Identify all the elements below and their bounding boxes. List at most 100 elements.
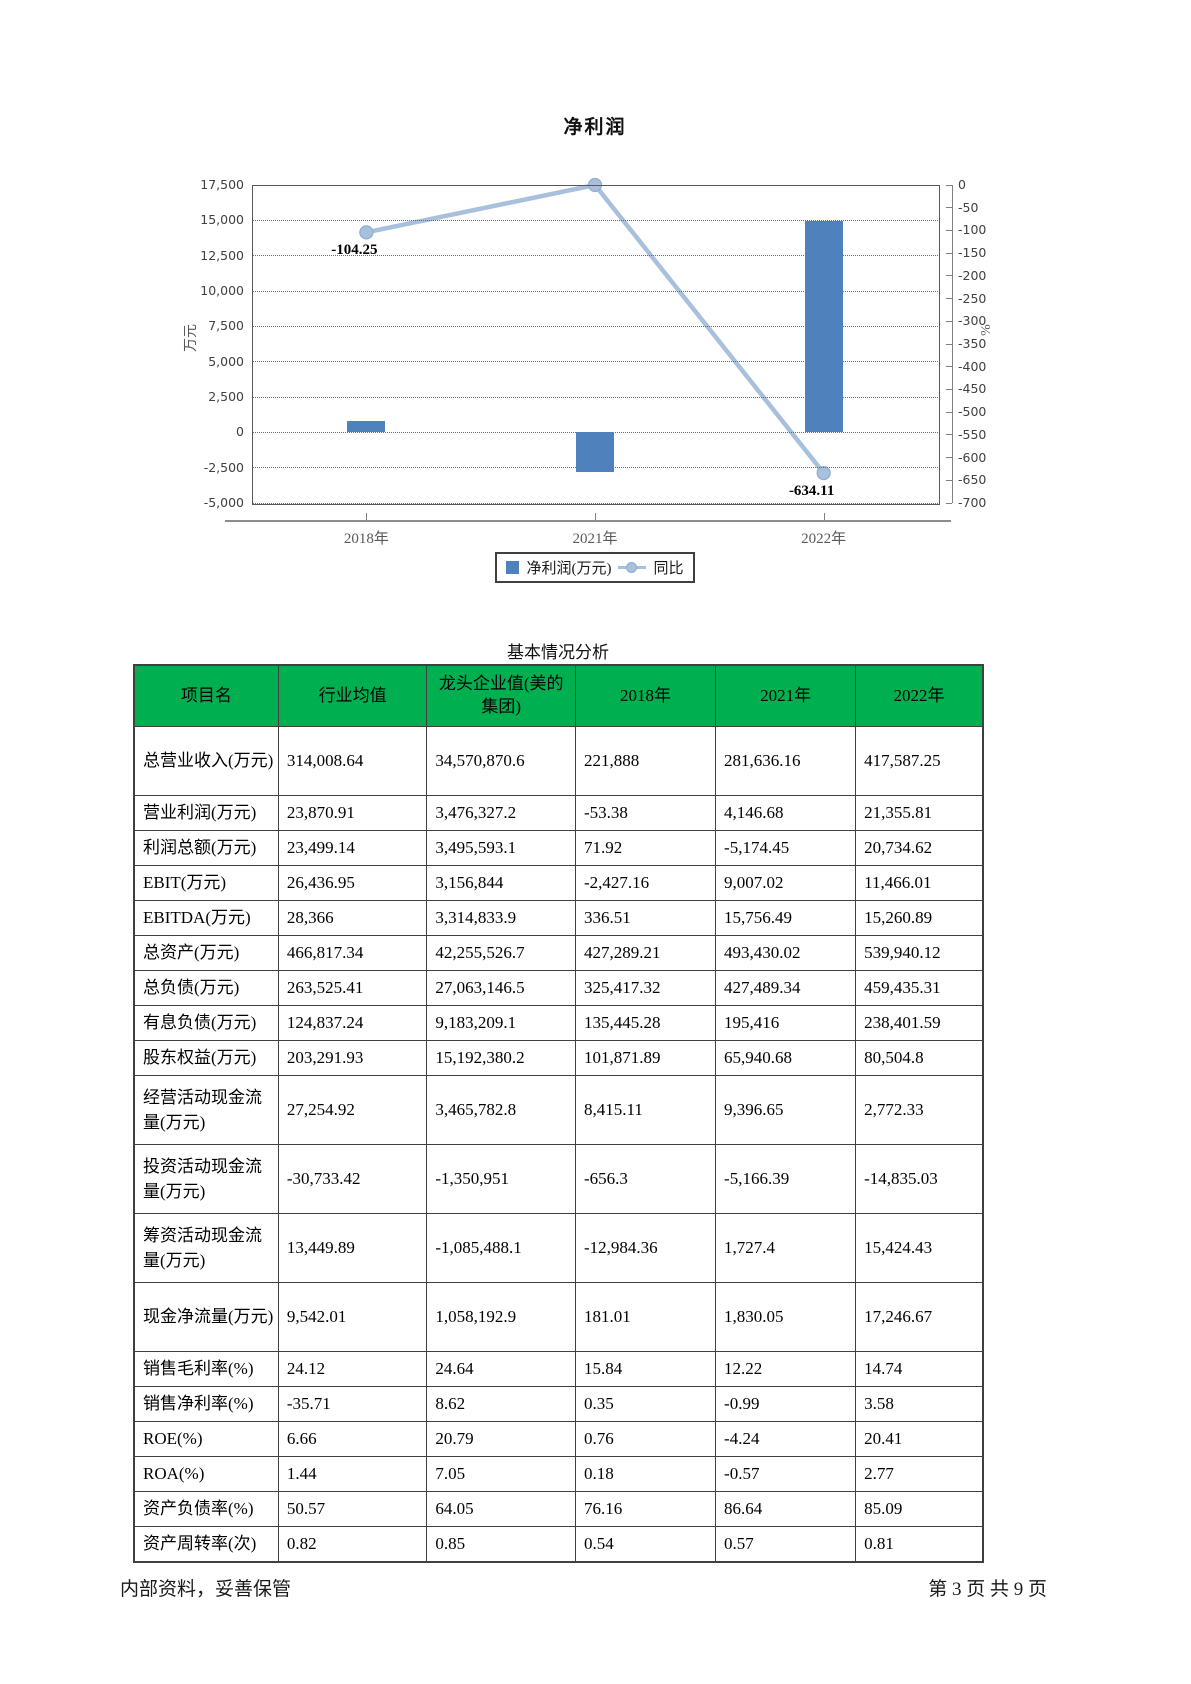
right-axis-tick-label: -450	[958, 381, 987, 397]
cell-value: 6.66	[277, 1421, 428, 1457]
line-legend-swatch-icon	[618, 561, 647, 574]
row-label: EBITDA(万元)	[133, 900, 279, 936]
table-row: 资产负债率(%) 50.57 64.05 76.16 86.64 85.09	[133, 1491, 984, 1527]
left-axis-tick-label: 12,500	[200, 247, 244, 263]
cell-value: 20,734.62	[855, 830, 984, 866]
x-axis-label: 2022年	[801, 531, 847, 547]
cell-value: 15,424.43	[855, 1213, 984, 1283]
cell-value: 3.58	[855, 1386, 984, 1422]
left-axis-tick-label: 0	[236, 424, 244, 440]
chart-title: 净利润	[563, 117, 627, 138]
cell-value: 26,436.95	[277, 865, 428, 901]
table-row: ROE(%) 6.66 20.79 0.76 -4.24 20.41	[133, 1421, 984, 1457]
right-axis-tick-label: -700	[958, 495, 987, 510]
left-axis-tick-label: 10,000	[200, 283, 244, 298]
x-axis-label: 2021年	[572, 531, 618, 547]
row-label: 营业利润(万元)	[133, 795, 279, 831]
left-axis-tick-label: 5,000	[208, 353, 244, 369]
right-axis-tick-label: -650	[958, 472, 987, 488]
cell-value: 9,183,209.1	[426, 1005, 576, 1041]
right-axis-tick-label: -500	[958, 404, 987, 420]
cell-value: 11,466.01	[855, 865, 984, 901]
cell-value: 0.76	[574, 1421, 717, 1457]
cell-value: 0.82	[277, 1526, 428, 1563]
cell-value: 86.64	[715, 1491, 857, 1527]
cell-value: 24.64	[426, 1351, 576, 1387]
h-gridline	[252, 396, 938, 398]
cell-value: 28,366	[277, 900, 428, 936]
cell-value: 203,291.93	[277, 1040, 428, 1076]
cell-value: 101,871.89	[574, 1040, 717, 1076]
table-row: 经营活动现金流量(万元) 27,254.92 3,465,782.8 8,415.11…	[133, 1075, 984, 1145]
cell-value: 80,504.8	[855, 1040, 984, 1076]
cell-value: 27,254.92	[277, 1075, 428, 1145]
cell-value: 0.35	[574, 1386, 717, 1422]
left-axis-tick-label: 7,500	[208, 318, 244, 334]
cell-value: 0.85	[426, 1526, 576, 1563]
cell-value: 20.41	[855, 1421, 984, 1457]
table-row: ROA(%) 1.44 7.05 0.18 -0.57 2.77	[133, 1456, 984, 1492]
row-label: 资产负债率(%)	[133, 1491, 279, 1527]
row-label: 经营活动现金流量(万元)	[133, 1075, 279, 1145]
cell-value: 15.84	[574, 1351, 717, 1387]
right-axis-tick	[946, 479, 952, 481]
cell-value: 15,192,380.2	[426, 1040, 576, 1076]
left-axis-tick-label: 17,500	[200, 177, 244, 192]
x-axis-tick	[366, 513, 368, 520]
right-axis-tick	[946, 252, 952, 254]
cell-value: 314,008.64	[277, 726, 428, 796]
cell-value: -5,166.39	[715, 1144, 857, 1214]
cell-value: -12,984.36	[574, 1213, 717, 1283]
table-row: EBITDA(万元) 28,366 3,314,833.9 336.51 15,756.…	[133, 900, 984, 936]
cell-value: 181.01	[574, 1282, 717, 1352]
right-axis-tick-label: -100	[958, 222, 987, 238]
cell-value: 539,940.12	[855, 935, 984, 971]
cell-value: -2,427.16	[574, 865, 717, 901]
bar-legend-swatch-icon	[506, 561, 520, 574]
cell-value: 14.74	[855, 1351, 984, 1387]
cell-value: 263,525.41	[277, 970, 428, 1006]
row-label: 销售毛利率(%)	[133, 1351, 279, 1387]
cell-value: 64.05	[426, 1491, 576, 1527]
line-point-label: -634.11	[788, 483, 835, 500]
cell-value: 3,495,593.1	[426, 830, 576, 866]
cell-value: 1.44	[277, 1456, 428, 1492]
row-label: 销售净利率(%)	[133, 1386, 279, 1422]
cell-value: 85.09	[855, 1491, 984, 1527]
cell-value: 2.77	[855, 1456, 984, 1492]
cell-value: 12.22	[715, 1351, 857, 1387]
row-label: 有息负债(万元)	[133, 1005, 279, 1041]
cell-value: 71.92	[574, 830, 717, 866]
x-axis-tick	[595, 513, 596, 520]
x-axis-label: 2018年	[343, 531, 389, 547]
right-axis-tick-label: -550	[958, 426, 987, 442]
right-axis-tick-label: -250	[958, 290, 987, 306]
h-gridline	[252, 219, 938, 221]
cell-value: 493,430.02	[715, 935, 857, 971]
table-row: 总负债(万元) 263,525.41 27,063,146.5 325,417.32 4…	[133, 970, 984, 1006]
cell-value: 3,476,327.2	[426, 795, 576, 831]
cell-value: 27,063,146.5	[426, 970, 576, 1006]
x-axis-line	[225, 520, 951, 522]
cell-value: 13,449.89	[277, 1213, 428, 1283]
right-axis-tick-label: -300	[958, 313, 987, 329]
cell-value: 9,542.01	[277, 1282, 428, 1352]
cell-value: 0.57	[715, 1526, 857, 1563]
cell-value: 50.57	[277, 1491, 428, 1527]
row-label: EBIT(万元)	[133, 865, 279, 901]
row-label: 筹资活动现金流量(万元)	[133, 1213, 279, 1283]
right-axis-tick	[946, 366, 952, 368]
cell-value: 65,940.68	[715, 1040, 857, 1076]
left-axis-tick-label: 15,000	[200, 212, 244, 228]
h-gridline	[252, 290, 938, 292]
right-axis-tick	[946, 298, 952, 300]
right-axis-tick-label: -350	[958, 336, 987, 351]
analysis-table: 项目名 行业均值 龙头企业值(美的集团) 2018年 2021年 2022年 总营业收入(万…	[133, 664, 984, 1563]
cell-value: 3,156,844	[426, 865, 576, 901]
right-axis-tick	[946, 411, 952, 413]
table-row: 总营业收入(万元) 314,008.64 34,570,870.6 221,888 28…	[133, 726, 984, 796]
cell-value: 417,587.25	[855, 726, 984, 796]
cell-value: -30,733.42	[277, 1144, 428, 1214]
bar-legend-label: 净利润(万元)	[526, 561, 612, 577]
